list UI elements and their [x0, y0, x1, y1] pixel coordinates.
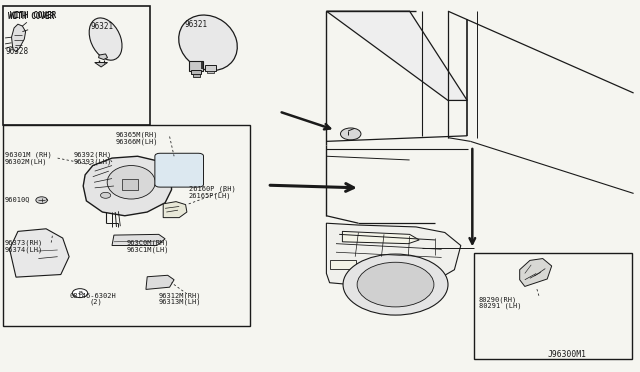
Circle shape	[343, 254, 448, 315]
Polygon shape	[112, 234, 165, 246]
Circle shape	[100, 192, 111, 198]
Ellipse shape	[107, 166, 155, 199]
Text: 96321: 96321	[91, 22, 114, 31]
Text: 96010Q: 96010Q	[5, 196, 31, 202]
Ellipse shape	[179, 15, 237, 71]
Text: WITH COVER: WITH COVER	[8, 12, 54, 21]
Bar	[474, 253, 632, 359]
Bar	[122, 179, 138, 190]
Text: 96312M(RH): 96312M(RH)	[159, 292, 201, 299]
Polygon shape	[326, 11, 467, 100]
Circle shape	[72, 289, 88, 298]
Polygon shape	[342, 231, 419, 244]
Polygon shape	[163, 202, 187, 218]
Bar	[3, 125, 250, 326]
Bar	[191, 70, 201, 74]
Circle shape	[340, 128, 361, 140]
Polygon shape	[83, 156, 172, 216]
Text: 96373(RH): 96373(RH)	[5, 239, 44, 246]
Text: 80290(RH): 80290(RH)	[479, 296, 517, 303]
Polygon shape	[10, 229, 69, 277]
Bar	[193, 74, 200, 77]
Text: WITH COVER: WITH COVER	[10, 11, 56, 20]
Text: 96392(RH): 96392(RH)	[74, 151, 112, 158]
Text: 26165P(LH): 26165P(LH)	[189, 193, 231, 199]
Text: 96302M(LH): 96302M(LH)	[5, 158, 47, 165]
Polygon shape	[12, 24, 26, 52]
Polygon shape	[146, 275, 174, 289]
Text: 963C0M(RH): 963C0M(RH)	[127, 239, 169, 246]
Text: 96328: 96328	[5, 46, 28, 55]
Polygon shape	[95, 62, 108, 67]
Polygon shape	[326, 223, 461, 286]
Text: 96313M(LH): 96313M(LH)	[159, 299, 201, 305]
Text: (2): (2)	[90, 299, 102, 305]
Text: J96300M1: J96300M1	[547, 350, 586, 359]
Bar	[205, 65, 216, 71]
Ellipse shape	[89, 18, 122, 60]
Polygon shape	[520, 259, 552, 286]
Text: 80291 (LH): 80291 (LH)	[479, 302, 521, 309]
Text: 26160P (RH): 26160P (RH)	[189, 186, 236, 192]
FancyBboxPatch shape	[155, 153, 204, 187]
Bar	[330, 260, 356, 269]
Text: B: B	[78, 291, 82, 296]
Text: 96301M (RH): 96301M (RH)	[5, 151, 52, 158]
Bar	[207, 71, 214, 73]
Text: 96393(LH): 96393(LH)	[74, 158, 112, 165]
Polygon shape	[99, 54, 108, 60]
Text: 96321: 96321	[184, 20, 207, 29]
Text: 96365M(RH): 96365M(RH)	[115, 131, 157, 138]
Text: 963C1M(LH): 963C1M(LH)	[127, 246, 169, 253]
Circle shape	[357, 262, 434, 307]
Bar	[3, 6, 150, 125]
Text: 96366M(LH): 96366M(LH)	[115, 139, 157, 145]
Circle shape	[36, 197, 47, 203]
Text: 08146-6302H: 08146-6302H	[69, 293, 116, 299]
Bar	[189, 61, 203, 71]
Text: 96374(LH): 96374(LH)	[5, 246, 44, 253]
